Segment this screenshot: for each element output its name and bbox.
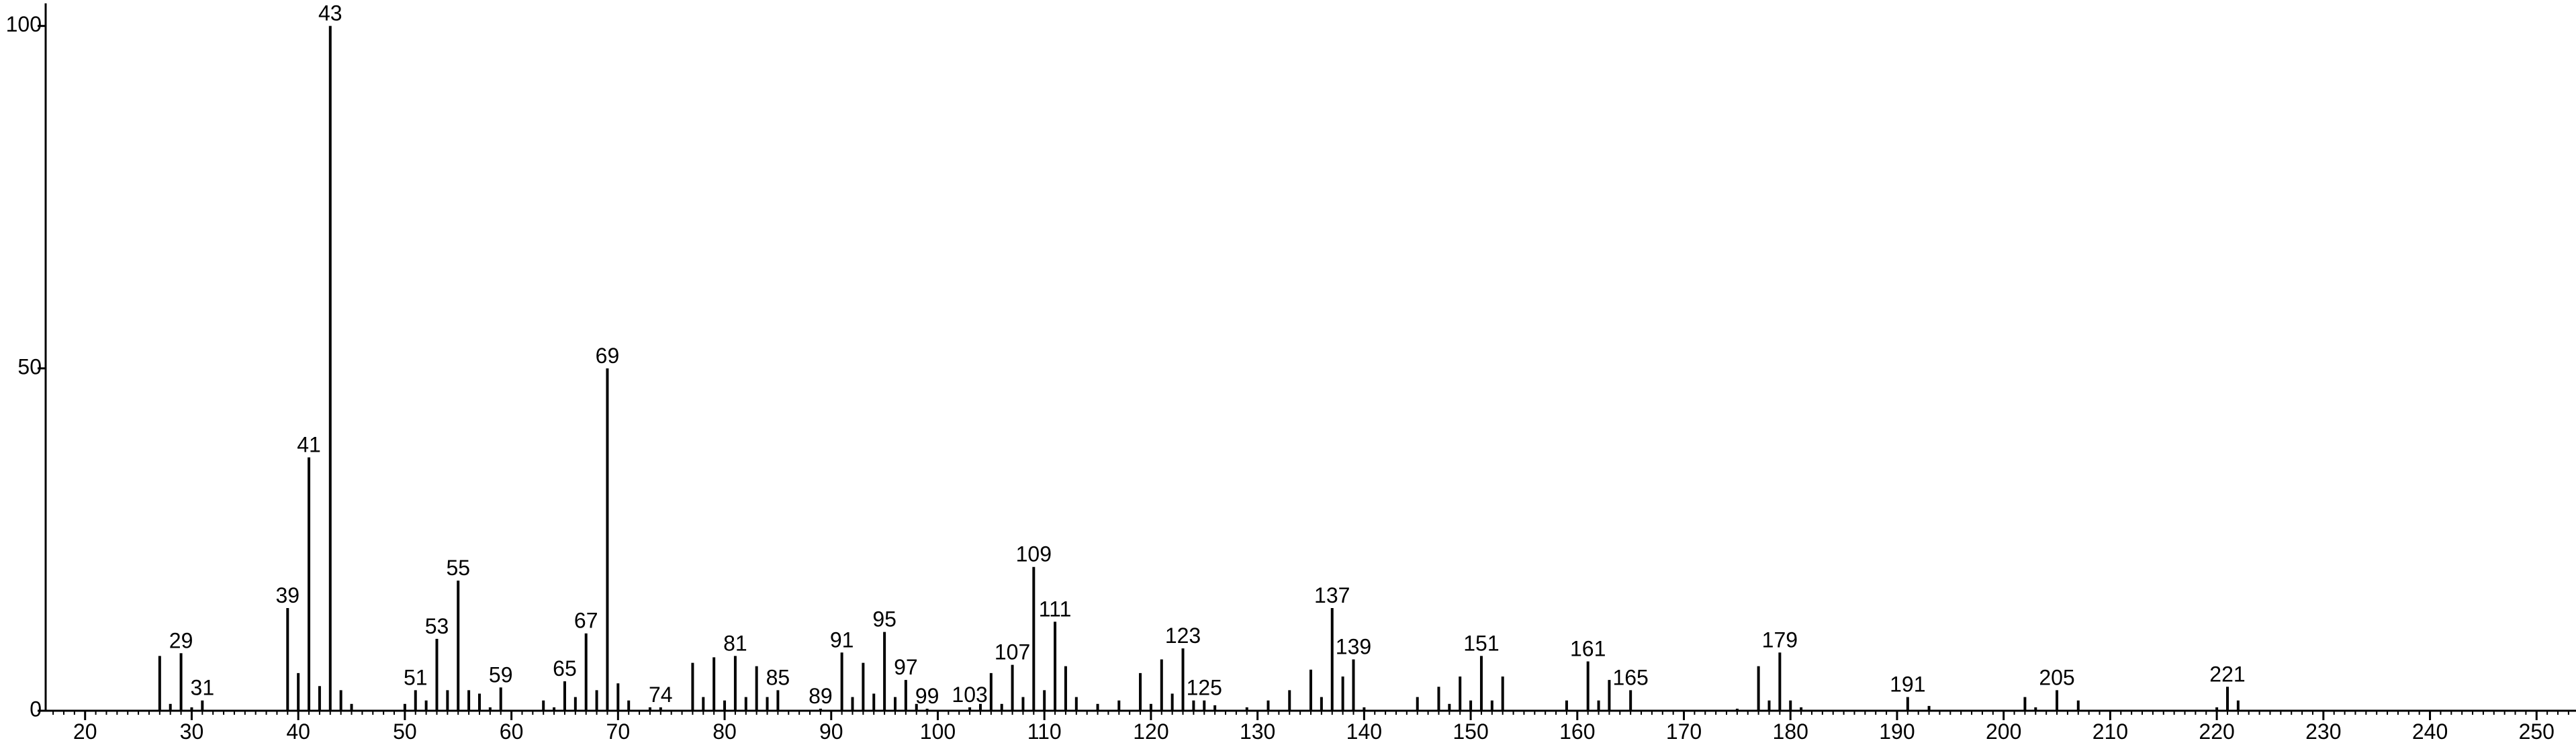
- peak-label: 43: [318, 1, 342, 26]
- peak-label: 109: [1016, 542, 1052, 566]
- x-tick-label: 40: [286, 719, 310, 744]
- peak-label: 41: [297, 432, 321, 456]
- y-tick-label: 50: [17, 354, 42, 379]
- peak-label: 81: [723, 631, 747, 655]
- peak-label: 179: [1762, 628, 1798, 652]
- x-tick-label: 140: [1346, 719, 1382, 744]
- x-tick-label: 210: [2092, 719, 2128, 744]
- x-tick-label: 200: [1986, 719, 2021, 744]
- x-tick-label: 170: [1666, 719, 1702, 744]
- peak-label: 39: [275, 583, 300, 607]
- x-tick-label: 30: [180, 719, 204, 744]
- x-tick-label: 240: [2412, 719, 2448, 744]
- peak-label: 139: [1336, 634, 1371, 658]
- x-tick-label: 150: [1453, 719, 1488, 744]
- peak-label: 69: [596, 344, 620, 368]
- x-tick-label: 80: [712, 719, 737, 744]
- x-tick-label: 230: [2305, 719, 2341, 744]
- x-tick-label: 60: [500, 719, 524, 744]
- x-tick-label: 160: [1559, 719, 1595, 744]
- y-tick-label: 0: [30, 697, 42, 721]
- peak-label: 91: [830, 628, 854, 652]
- x-tick-label: 120: [1133, 719, 1168, 744]
- x-tick-label: 50: [393, 719, 417, 744]
- peak-label: 165: [1612, 665, 1648, 689]
- x-tick-label: 100: [920, 719, 956, 744]
- peak-label: 191: [1890, 672, 1925, 697]
- x-tick-label: 180: [1773, 719, 1808, 744]
- x-tick-label: 190: [1879, 719, 1915, 744]
- x-tick-label: 70: [606, 719, 631, 744]
- peak-label: 95: [872, 607, 896, 632]
- peak-label: 125: [1187, 676, 1222, 700]
- peak-label: 59: [489, 662, 513, 687]
- peak-label: 65: [553, 656, 577, 681]
- x-tick-label: 250: [2519, 719, 2555, 744]
- peak-label: 111: [1039, 597, 1072, 621]
- x-tick-label: 20: [73, 719, 97, 744]
- peak-label: 137: [1314, 583, 1350, 607]
- peak-label: 51: [404, 665, 428, 689]
- peak-label: 97: [894, 655, 918, 679]
- peak-label: 67: [574, 609, 598, 633]
- y-tick-label: 100: [6, 12, 42, 36]
- peak-label: 74: [649, 683, 673, 707]
- x-tick-label: 220: [2199, 719, 2234, 744]
- x-tick-label: 90: [819, 719, 843, 744]
- peak-label: 205: [2039, 665, 2074, 689]
- peak-label: 53: [425, 614, 449, 638]
- peak-label: 151: [1463, 631, 1499, 655]
- peak-label: 107: [995, 640, 1030, 664]
- peak-label: 31: [191, 676, 215, 700]
- peak-label: 29: [169, 628, 193, 652]
- peak-label: 123: [1165, 623, 1201, 648]
- peak-label: 89: [809, 684, 833, 708]
- peak-label: 161: [1570, 637, 1606, 661]
- peak-label: 221: [2209, 662, 2245, 686]
- x-tick-label: 110: [1027, 719, 1062, 744]
- peak-label: 99: [915, 684, 939, 708]
- x-tick-label: 130: [1240, 719, 1275, 744]
- peak-label: 55: [446, 556, 470, 580]
- peak-label: 103: [952, 683, 987, 707]
- peak-label: 85: [766, 665, 790, 689]
